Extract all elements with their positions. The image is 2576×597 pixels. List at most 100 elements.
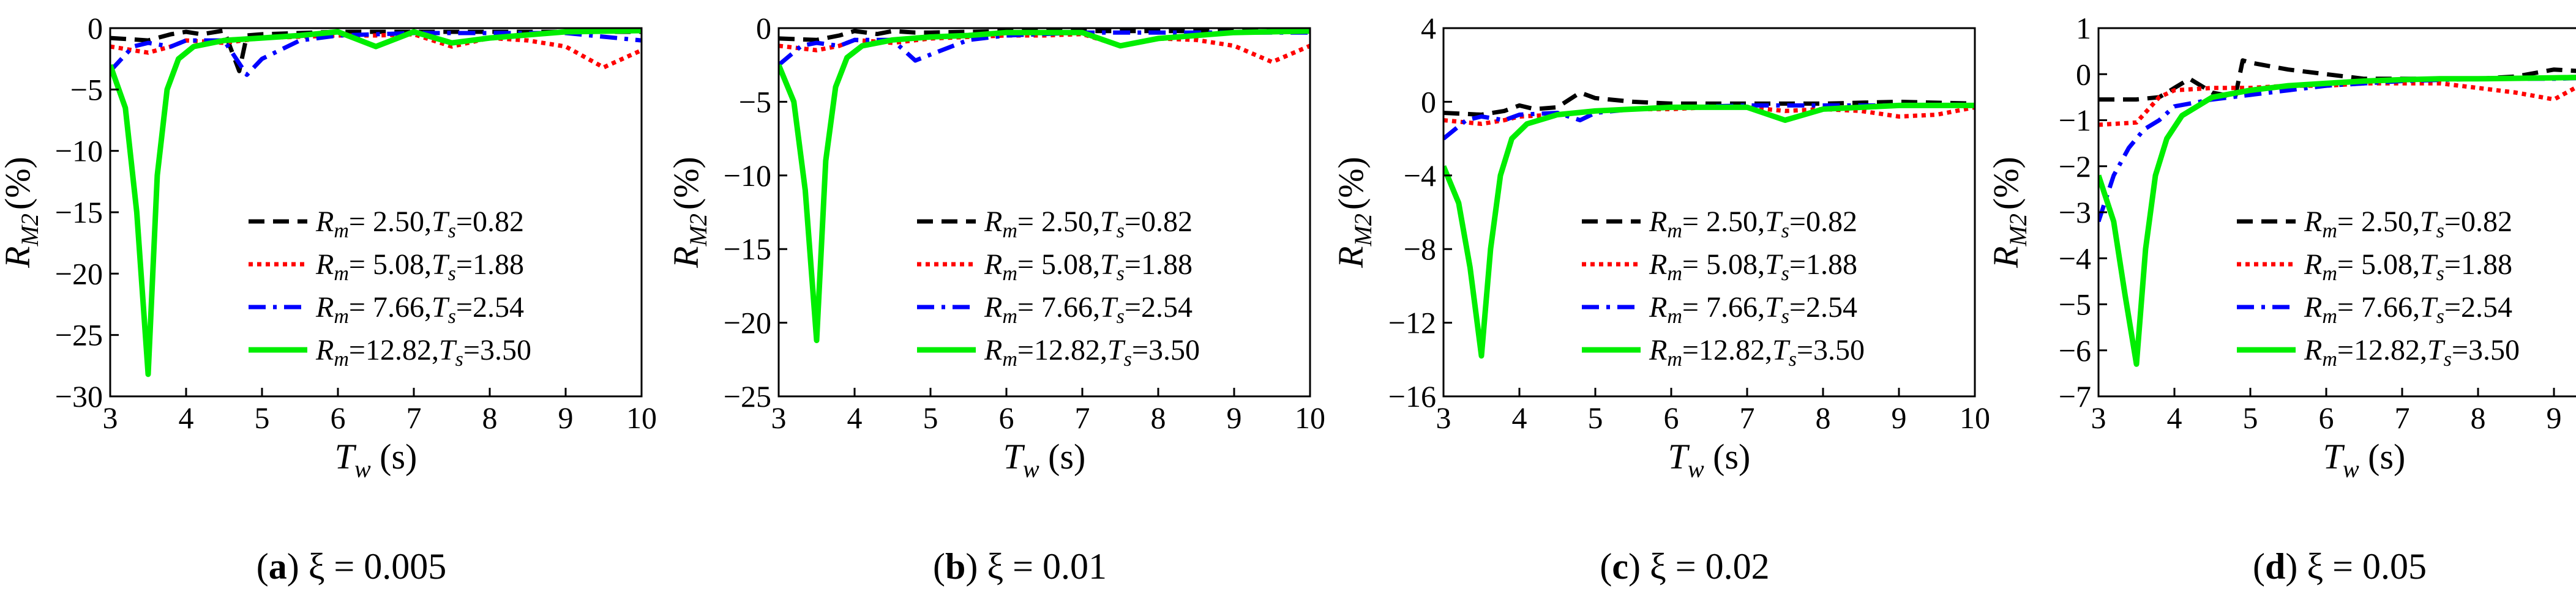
x-tick-label: 7: [406, 401, 422, 435]
x-tick-label: 9: [2547, 401, 2562, 435]
y-label-main: R: [666, 246, 706, 268]
legend-ts-value: =1.88: [2444, 248, 2512, 281]
legend-t: T: [1765, 291, 1783, 324]
legend-ts-value: =0.82: [456, 206, 524, 238]
x-tick-label: 3: [771, 401, 787, 435]
y-tick-label: −2: [2059, 149, 2091, 184]
legend-t-sub: s: [455, 348, 463, 371]
x-tick-label: 5: [2243, 401, 2258, 435]
legend-r: R: [2304, 206, 2322, 238]
legend-t-sub: s: [2444, 348, 2452, 371]
legend-r-sub: m: [1002, 262, 1017, 285]
legend-rm-value: = 5.08,: [2337, 248, 2420, 281]
legend-r-sub: m: [1002, 220, 1017, 242]
y-tick-label: −3: [2059, 195, 2091, 229]
legend-ts-value: =0.82: [1789, 206, 1857, 238]
y-tick-label: −5: [739, 84, 771, 119]
y-label-unit: (%): [0, 157, 37, 210]
legend-t-sub: s: [1781, 305, 1789, 328]
x-label-main: T: [1003, 437, 1025, 476]
x-tick-label: 4: [179, 401, 194, 435]
y-tick-label: −15: [724, 232, 771, 266]
y-tick-label: −15: [55, 195, 103, 229]
series-line-3: [1443, 103, 1975, 141]
y-axis-label: RM2(%): [666, 157, 712, 269]
y-tick-label: 0: [2076, 57, 2091, 91]
legend-t: T: [1107, 334, 1126, 366]
x-label-sub: w: [1688, 455, 1704, 483]
legend-label-3: Rm= 7.66,Ts=2.54: [984, 291, 1193, 328]
legend-rm-value: =12.82,: [2337, 334, 2427, 366]
x-tick-label: 8: [1816, 401, 1831, 435]
x-label-sub: w: [2343, 455, 2359, 483]
legend-rm-value: = 7.66,: [2337, 291, 2420, 324]
y-label-unit: (%): [1986, 157, 2026, 210]
y-tick-label: −20: [724, 306, 771, 340]
legend-r-sub: m: [334, 305, 349, 328]
legend-rm-value: = 7.66,: [1682, 291, 1765, 324]
series-line-3: [110, 31, 642, 77]
y-tick-label: −7: [2059, 379, 2091, 413]
panel-caption: (c) ξ = 0.02: [1600, 546, 1769, 587]
legend-ts-value: =2.54: [2444, 291, 2512, 324]
x-tick-label: 6: [2319, 401, 2334, 435]
legend-label-4: Rm=12.82,Ts=3.50: [984, 334, 1200, 371]
x-axis-label: Tw (s): [335, 437, 417, 483]
legend-ts-value: =2.54: [1125, 291, 1193, 324]
legend-ts-value: =3.50: [2452, 334, 2520, 366]
caption-close: ): [287, 546, 309, 587]
legend-t: T: [432, 206, 450, 238]
legend-r: R: [1649, 334, 1667, 366]
legend-ts-value: =1.88: [456, 248, 524, 281]
caption-close: ): [1628, 546, 1650, 587]
caption-letter: c: [1612, 546, 1628, 587]
legend-t-sub: s: [1789, 348, 1797, 371]
y-tick-label: 0: [1421, 84, 1436, 119]
y-label-unit: (%): [666, 157, 706, 210]
legend-label-3: Rm= 7.66,Ts=2.54: [315, 291, 524, 328]
y-label-sub: M2: [16, 213, 43, 247]
y-label-unit: (%): [1331, 157, 1371, 210]
x-tick-label: 4: [847, 401, 863, 435]
y-tick-label: 0: [88, 11, 103, 45]
y-tick-label: −1: [2059, 103, 2091, 138]
legend-r: R: [1649, 206, 1667, 238]
x-tick-label: 8: [1151, 401, 1166, 435]
legend-ts-value: =2.54: [456, 291, 524, 324]
x-tick-label: 10: [1960, 401, 1990, 435]
y-tick-label: −6: [2059, 333, 2091, 368]
legend-t-sub: s: [1117, 220, 1125, 242]
legend-t-sub: s: [1117, 262, 1125, 285]
y-tick-label: −10: [55, 134, 103, 168]
legend-ts-value: =0.82: [1125, 206, 1193, 238]
legend-label-4: Rm=12.82,Ts=3.50: [1649, 334, 1865, 371]
legend-t-sub: s: [1124, 348, 1132, 371]
legend-t: T: [1100, 206, 1118, 238]
plot-frame: [777, 27, 1311, 398]
legend-label-3: Rm= 7.66,Ts=2.54: [1649, 291, 1857, 328]
legend-t: T: [432, 291, 450, 324]
series-line-4: [1443, 102, 1975, 359]
legend-rm-value: = 5.08,: [1682, 248, 1765, 281]
caption-text: ξ = 0.01: [987, 546, 1107, 587]
y-axis-label: RM2(%): [1986, 157, 2032, 269]
legend-ts-value: =0.82: [2444, 206, 2512, 238]
y-label-sub: M2: [684, 213, 712, 247]
legend-r: R: [2304, 248, 2322, 281]
x-tick-label: 10: [626, 401, 657, 435]
legend-rm-value: = 2.50,: [349, 206, 432, 238]
legend-t-sub: s: [448, 305, 456, 328]
y-tick-label: 0: [756, 11, 771, 45]
caption-close: ): [2285, 546, 2307, 587]
legend-rm-value: = 2.50,: [1682, 206, 1765, 238]
x-tick-label: 5: [923, 401, 938, 435]
legend-label-2: Rm= 5.08,Ts=1.88: [2304, 248, 2512, 285]
legend-label-2: Rm= 5.08,Ts=1.88: [984, 248, 1193, 285]
legend-ts-value: =1.88: [1125, 248, 1193, 281]
legend-t: T: [432, 248, 450, 281]
legend-ts-value: =2.54: [1789, 291, 1857, 324]
y-tick-label: −4: [1404, 158, 1436, 193]
legend-t: T: [2427, 334, 2446, 366]
